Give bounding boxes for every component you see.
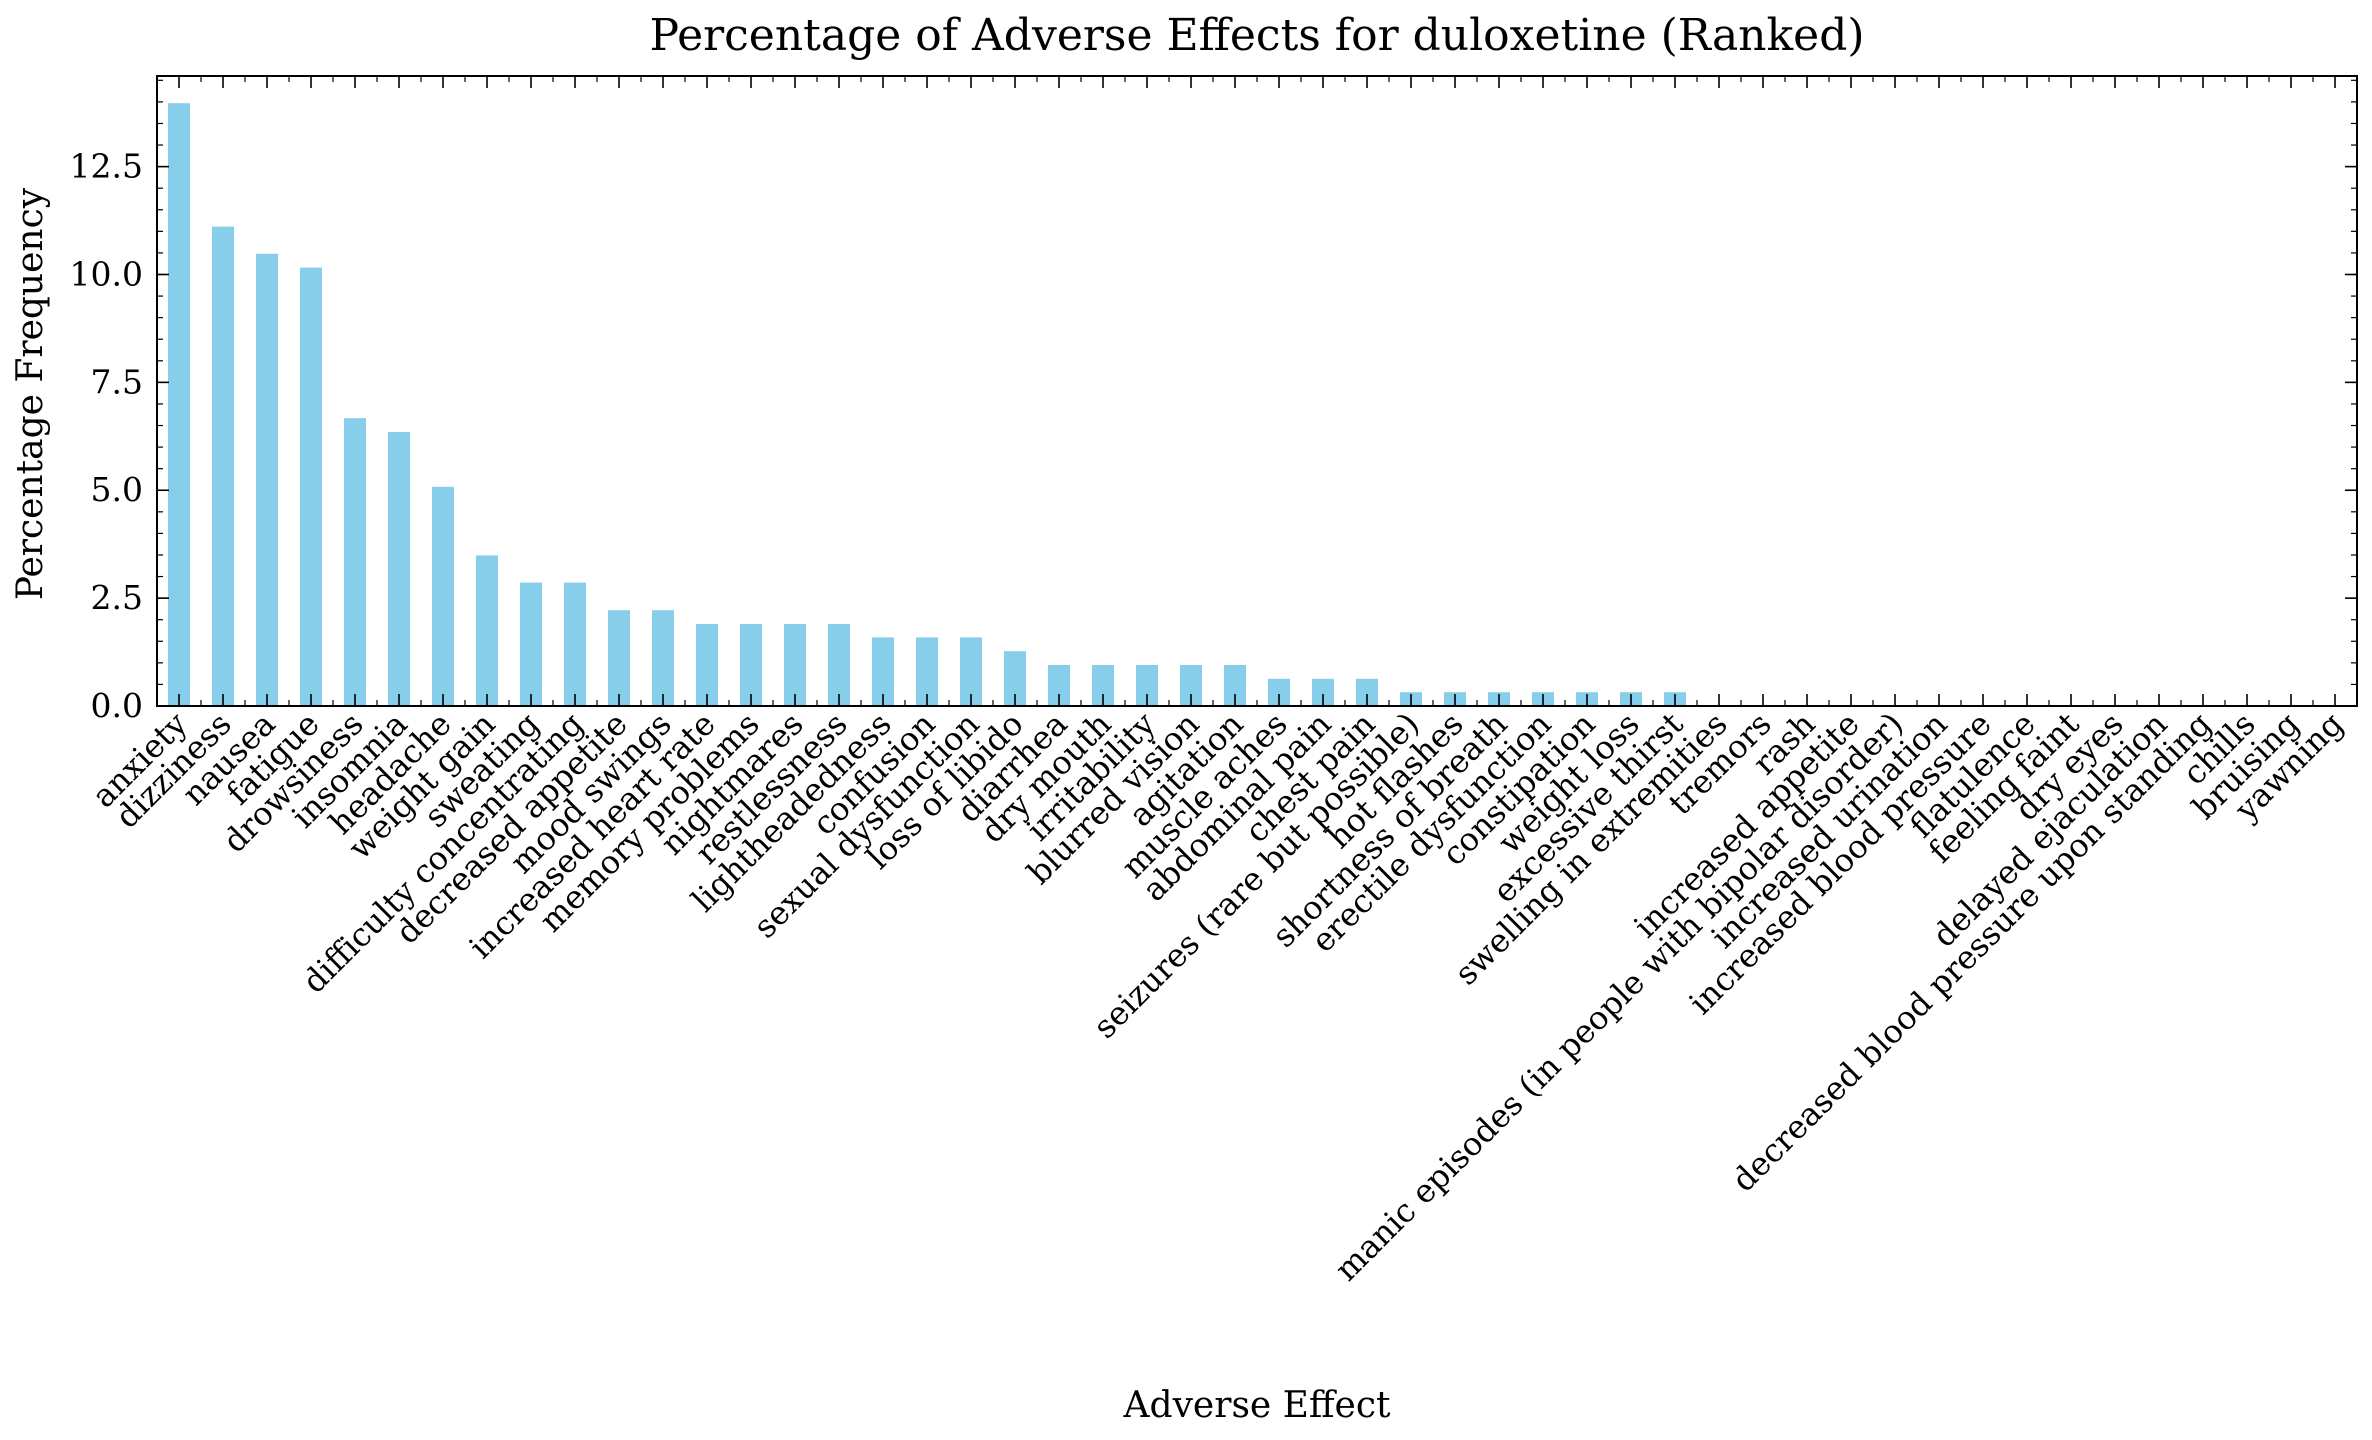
bar [168,103,190,706]
bar [256,253,278,706]
bars-group [168,103,1686,706]
y-tick-label: 2.5 [91,578,143,617]
bar [1048,665,1070,706]
bar [916,637,938,706]
bar [1312,678,1334,706]
bar [1092,665,1114,706]
bar [1136,665,1158,706]
bar [696,624,718,706]
y-axis-label: Percentage Frequency [10,187,51,600]
plot-frame [156,75,2358,707]
bar [1268,678,1290,706]
bar [212,226,234,706]
chart-title: Percentage of Adverse Effects for duloxe… [649,10,1864,61]
bar [960,637,982,706]
y-tick-labels: 0.0 2.5 5.0 7.5 10.0 12.5 [70,147,143,725]
bar [564,582,586,706]
bar [300,267,322,706]
bar [652,610,674,706]
y-tick-label: 12.5 [70,147,143,186]
bar [608,610,630,706]
bar [388,431,410,706]
bar [872,637,894,706]
x-tick-labels: anxietydizzinessnauseafatiguedrowsinessi… [84,705,2350,1289]
y-tick-label: 10.0 [70,254,143,293]
x-axis-label: Adverse Effect [1123,1385,1391,1426]
bar [740,624,762,706]
bar [828,624,850,706]
bar [784,624,806,706]
bar [1004,651,1026,706]
y-tick-label: 5.0 [91,470,143,509]
bar [1224,665,1246,706]
bar [520,582,542,706]
y-tick-label: 0.0 [91,686,143,725]
bar [432,486,454,706]
bar [1180,665,1202,706]
bar [344,418,366,706]
bar [1356,678,1378,706]
y-tick-label: 7.5 [91,362,143,401]
bar [476,555,498,706]
